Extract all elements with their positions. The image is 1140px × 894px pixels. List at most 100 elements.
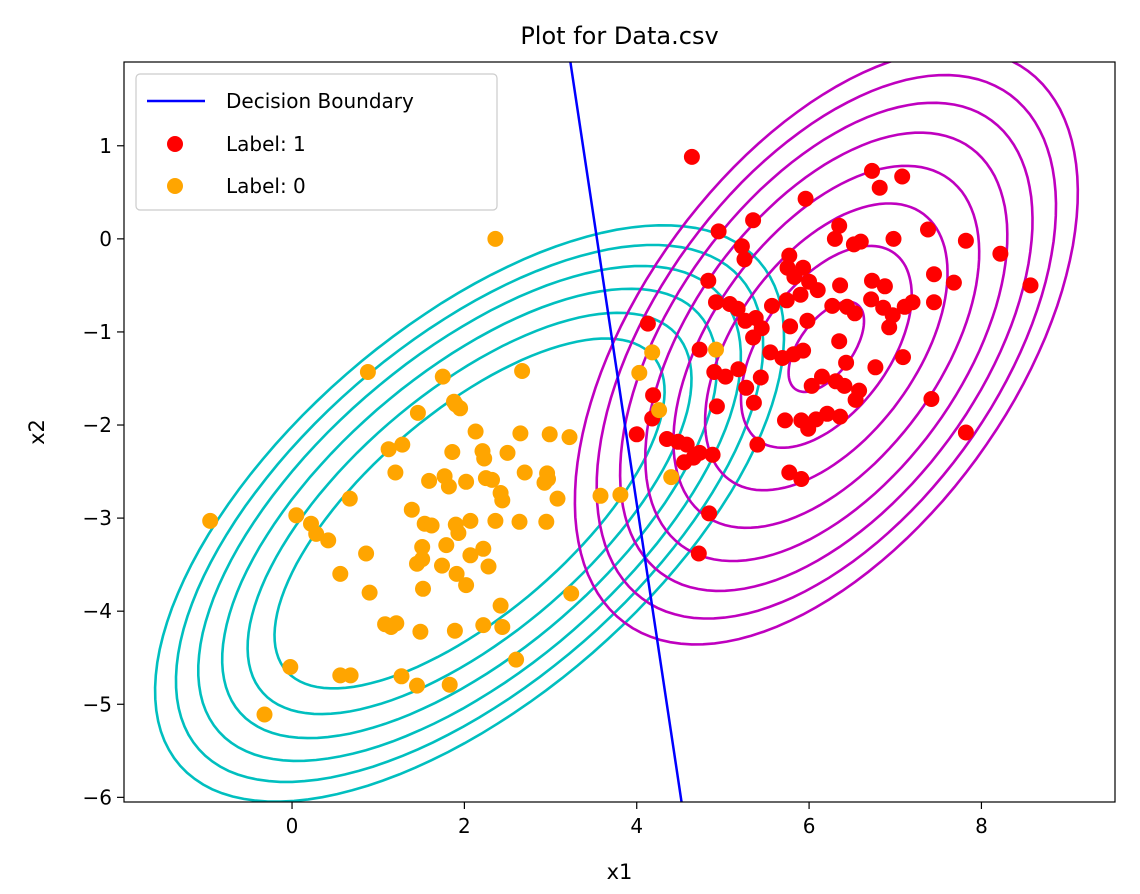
y-axis-label: x2 xyxy=(25,419,49,445)
data-point-label-1 xyxy=(836,377,853,394)
data-point-label-0 xyxy=(536,474,553,491)
data-point-label-0 xyxy=(499,444,516,461)
data-point-label-0 xyxy=(450,525,467,541)
data-point-label-0 xyxy=(487,230,504,247)
data-point-label-1 xyxy=(992,245,1009,262)
data-point-label-0 xyxy=(487,512,504,529)
data-point-label-1 xyxy=(894,168,911,185)
data-point-label-0 xyxy=(256,706,273,723)
data-point-label-1 xyxy=(957,424,974,441)
data-point-label-1 xyxy=(782,318,799,335)
data-point-label-0 xyxy=(361,584,378,601)
data-point-label-1 xyxy=(645,387,662,404)
data-point-label-0 xyxy=(288,507,305,524)
data-point-label-1 xyxy=(710,223,727,240)
data-point-label-1 xyxy=(832,408,849,425)
data-point-label-1 xyxy=(764,297,780,314)
contour-layer xyxy=(153,62,1080,802)
data-point-label-1 xyxy=(876,278,893,295)
data-point-label-0 xyxy=(538,513,555,530)
data-point-label-0 xyxy=(514,363,531,379)
y-axis: −6 −5 −4 −3 −2 −1 0 1 xyxy=(83,134,124,809)
data-point-label-1 xyxy=(708,294,724,311)
data-point-label-1 xyxy=(884,307,901,324)
data-point-label-0 xyxy=(492,597,509,614)
data-point-label-0 xyxy=(447,396,464,413)
data-point-label-0 xyxy=(484,471,500,488)
data-point-label-0 xyxy=(282,659,299,675)
legend-label-label-1: Label: 1 xyxy=(226,132,306,156)
data-point-label-1 xyxy=(745,212,762,229)
data-point-label-0 xyxy=(448,565,465,582)
label-0-gaussian-contour-5 xyxy=(174,243,765,784)
data-point-label-1 xyxy=(864,272,880,289)
data-point-label-1 xyxy=(690,545,707,562)
label-1-gaussian-contour-5 xyxy=(643,131,1009,563)
data-point-label-0 xyxy=(480,558,497,575)
data-point-label-0 xyxy=(561,429,578,446)
data-point-label-1 xyxy=(683,148,700,165)
data-point-label-1 xyxy=(863,291,880,308)
data-point-label-0 xyxy=(549,490,566,507)
label-0-gaussian-contour-2 xyxy=(246,311,693,716)
data-point-label-1 xyxy=(957,232,974,249)
y-tick-label: −4 xyxy=(83,599,112,623)
data-point-label-0 xyxy=(467,423,484,440)
data-point-label-0 xyxy=(409,404,426,421)
data-point-label-0 xyxy=(387,464,404,481)
x-tick-label: 4 xyxy=(630,814,643,838)
data-point-label-0 xyxy=(409,555,425,572)
data-point-label-0 xyxy=(631,364,648,381)
data-point-label-1 xyxy=(831,217,848,234)
legend-label-label-0: Label: 0 xyxy=(226,174,306,198)
data-point-label-0 xyxy=(438,537,455,554)
data-point-label-0 xyxy=(394,436,411,453)
data-point-label-1 xyxy=(777,412,793,429)
data-point-label-0 xyxy=(359,364,376,380)
x-tick-label: 0 xyxy=(286,814,299,838)
legend: Decision Boundary Label: 1 Label: 0 xyxy=(135,73,498,211)
data-point-label-0 xyxy=(462,547,479,564)
x-axis: 0 2 4 6 8 xyxy=(286,802,988,838)
data-point-label-1 xyxy=(1022,277,1039,294)
y-tick-label: −2 xyxy=(83,413,112,437)
data-point-label-0 xyxy=(592,487,609,504)
y-tick-label: −5 xyxy=(83,692,112,716)
data-point-label-1 xyxy=(885,230,902,247)
data-point-label-1 xyxy=(904,294,921,311)
data-point-label-0 xyxy=(708,341,724,358)
data-point-label-1 xyxy=(762,344,779,361)
data-point-label-1 xyxy=(639,315,656,332)
data-point-label-0 xyxy=(393,668,410,685)
data-point-label-1 xyxy=(745,394,762,411)
y-tick-label: −3 xyxy=(83,506,112,530)
data-point-label-1 xyxy=(809,282,826,299)
data-point-label-1 xyxy=(781,464,798,481)
data-point-label-1 xyxy=(628,426,645,443)
data-point-label-0 xyxy=(388,615,405,632)
data-point-label-0 xyxy=(563,585,580,602)
data-point-label-1 xyxy=(729,300,746,317)
data-point-label-0 xyxy=(434,557,450,574)
data-point-label-0 xyxy=(462,512,479,529)
label-0-gaussian-contour-6 xyxy=(153,223,786,802)
data-point-label-0 xyxy=(475,617,492,634)
data-point-label-1 xyxy=(797,190,814,207)
legend-marker-label-1 xyxy=(167,136,183,152)
data-point-label-0 xyxy=(412,623,429,640)
chart-title: Plot for Data.csv xyxy=(520,22,718,50)
data-point-label-1 xyxy=(838,354,855,371)
data-point-label-0 xyxy=(476,450,493,467)
data-point-label-1 xyxy=(676,454,693,471)
data-point-label-1 xyxy=(803,377,820,394)
plot-frame xyxy=(123,61,1116,803)
data-point-label-0 xyxy=(434,368,451,385)
data-point-label-1 xyxy=(895,349,911,366)
y-tick-label: −6 xyxy=(83,785,112,809)
data-point-label-0 xyxy=(341,490,358,507)
data-point-label-1 xyxy=(819,405,836,422)
data-point-label-0 xyxy=(444,444,461,460)
data-point-label-1 xyxy=(799,312,816,329)
data-point-label-0 xyxy=(308,525,325,542)
data-point-label-1 xyxy=(814,368,830,385)
